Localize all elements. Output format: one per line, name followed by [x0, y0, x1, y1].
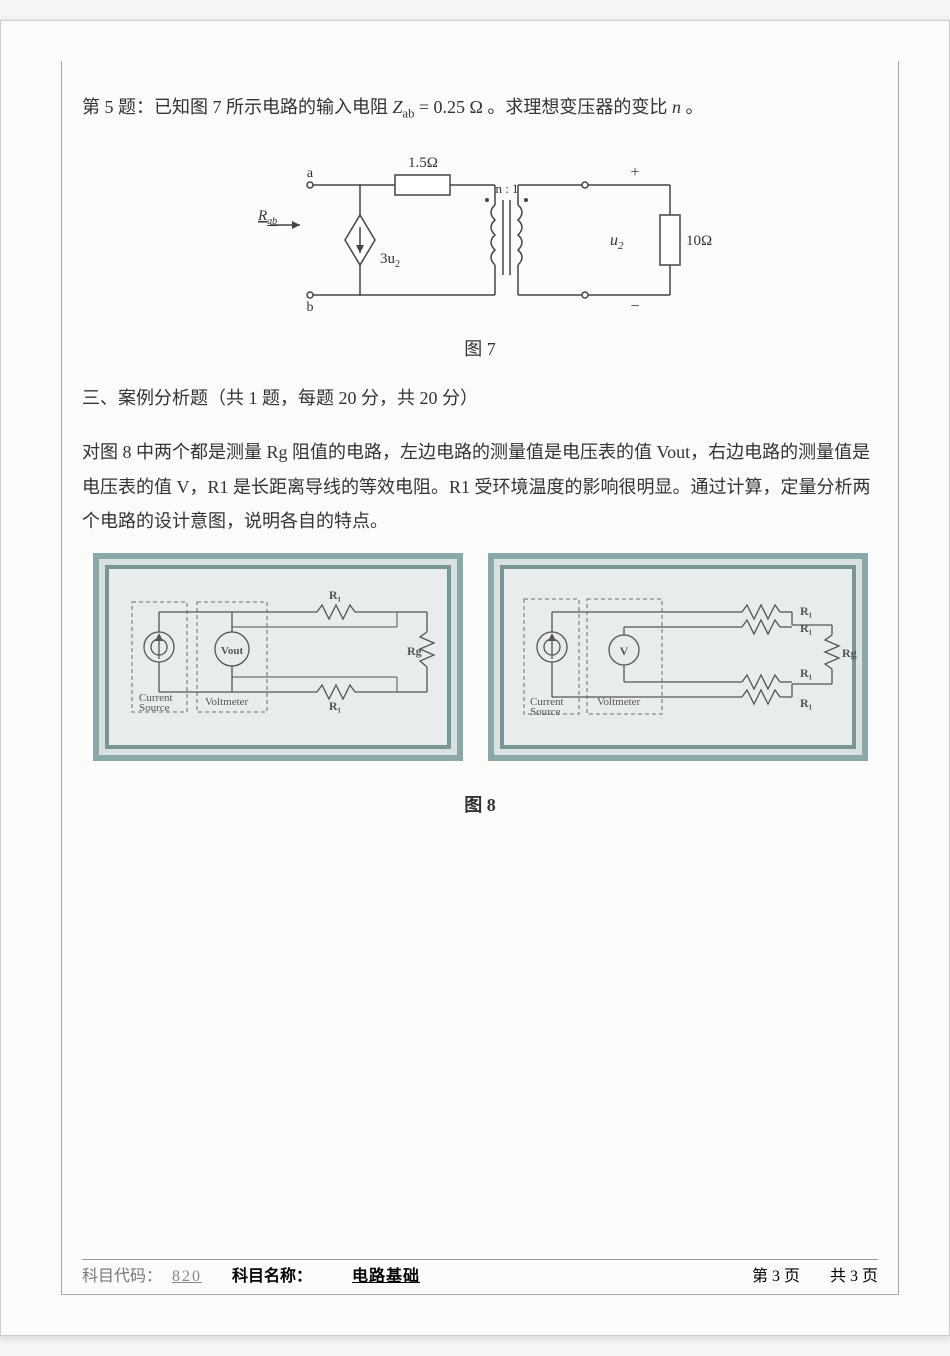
footer-page-total: 共 3 页 [830, 1262, 878, 1286]
svg-text:3u2: 3u2 [380, 251, 400, 270]
svg-text:Source: Source [139, 702, 170, 714]
figure-7-container: a b Rab 1.5Ω 3u2 n : 1 [82, 145, 878, 325]
footer-code-value: 820 [172, 1268, 202, 1286]
svg-text:Source: Source [530, 706, 561, 718]
svg-text:a: a [307, 166, 314, 181]
svg-text:Rg: Rg [407, 644, 422, 658]
section-3-body: 对图 8 中两个都是测量 Rg 阻值的电路，左边电路的测量值是电压表的值 Vou… [82, 435, 878, 538]
svg-text:Voltmeter: Voltmeter [205, 696, 249, 708]
svg-text:Vout: Vout [220, 645, 243, 657]
figure-7-caption: 图 7 [82, 335, 878, 361]
footer-name-value: 电路基础 [332, 1262, 440, 1286]
svg-text:−: − [630, 298, 639, 315]
svg-text:R₁: R₁ [800, 696, 813, 710]
svg-text:R₁: R₁ [800, 666, 813, 680]
content-area: 第 5 题：已知图 7 所示电路的输入电阻 Zab = 0.25 Ω 。求理想变… [61, 61, 899, 1295]
svg-text:Rg: Rg [842, 646, 857, 660]
svg-text:Rab: Rab [257, 208, 277, 227]
footer-name-label: 科目名称： [232, 1262, 312, 1286]
section-3-title: 三、案例分析题（共 1 题，每题 20 分，共 20 分） [82, 381, 878, 415]
svg-text:b: b [307, 300, 314, 315]
svg-text:R₁: R₁ [328, 699, 341, 713]
page-footer: 科目代码： 820 科目名称： 电路基础 第 3 页 共 3 页 [82, 1259, 878, 1286]
svg-text:u2: u2 [610, 232, 624, 252]
fig8-left-panel: Current Source Vout Voltmeter R₁ [93, 553, 463, 761]
z-sub: ab [403, 107, 415, 121]
svg-text:Voltmeter: Voltmeter [597, 696, 641, 708]
figure-8-container: Current Source Vout Voltmeter R₁ [82, 553, 878, 761]
svg-text:R₁: R₁ [328, 588, 341, 602]
question-5-text: 第 5 题：已知图 7 所示电路的输入电阻 Zab = 0.25 Ω 。求理想变… [82, 91, 878, 125]
svg-text:R₁: R₁ [800, 604, 813, 618]
exam-page: 第 5 题：已知图 7 所示电路的输入电阻 Zab = 0.25 Ω 。求理想变… [0, 20, 950, 1336]
svg-text:+: + [630, 164, 639, 181]
svg-text:10Ω: 10Ω [686, 233, 712, 249]
footer-page-current: 第 3 页 [752, 1262, 800, 1286]
q5-suffix: 。 [685, 97, 703, 117]
footer-code-label: 科目代码： [82, 1262, 162, 1286]
z-symbol: Z [393, 97, 403, 117]
svg-text:R₁: R₁ [800, 621, 813, 635]
n-symbol: n [672, 97, 681, 117]
fig8-right-panel: Current Source V Voltmeter R₁ [488, 553, 868, 761]
circuit-fig8-left: Current Source Vout Voltmeter R₁ [117, 577, 457, 732]
svg-text:V: V [619, 644, 628, 658]
q5-eq: = 0.25 Ω 。求理想变压器的变比 [419, 97, 672, 117]
figure-8-caption: 图 8 [82, 791, 878, 817]
svg-text:n : 1: n : 1 [495, 181, 518, 196]
circuit-fig8-right: Current Source V Voltmeter R₁ [512, 577, 862, 732]
q5-prefix: 第 5 题：已知图 7 所示电路的输入电阻 [82, 97, 393, 117]
circuit-fig7: a b Rab 1.5Ω 3u2 n : 1 [240, 145, 720, 325]
svg-text:1.5Ω: 1.5Ω [408, 155, 438, 171]
